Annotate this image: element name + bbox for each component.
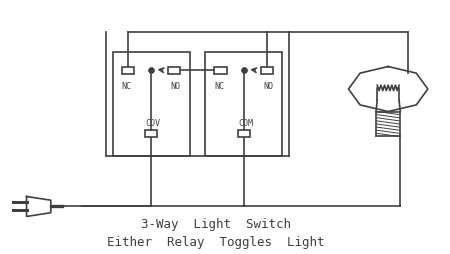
Bar xyxy=(168,68,180,75)
Text: Either  Relay  Toggles  Light: Either Relay Toggles Light xyxy=(108,235,325,248)
Text: COV: COV xyxy=(146,119,161,128)
Text: NO: NO xyxy=(263,82,273,91)
Bar xyxy=(122,68,134,75)
Text: NC: NC xyxy=(214,82,224,91)
Text: 3-Way  Light  Switch: 3-Way Light Switch xyxy=(141,218,291,231)
Bar xyxy=(205,52,282,157)
Bar xyxy=(238,130,250,137)
Text: COM: COM xyxy=(238,119,253,128)
Bar xyxy=(145,130,158,137)
Bar xyxy=(214,68,227,75)
Bar xyxy=(112,52,190,157)
Text: NO: NO xyxy=(171,82,180,91)
Bar xyxy=(261,68,273,75)
Text: NC: NC xyxy=(122,82,132,91)
